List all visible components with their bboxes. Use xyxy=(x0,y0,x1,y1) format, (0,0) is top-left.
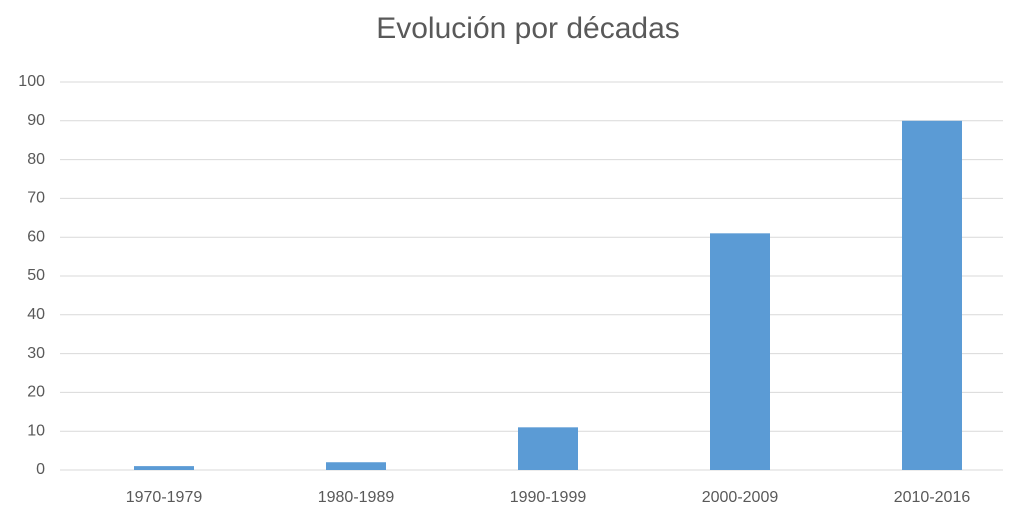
x-tick-label: 2000-2009 xyxy=(702,489,779,506)
y-tick-label: 40 xyxy=(27,306,45,323)
bar xyxy=(902,120,962,471)
bar xyxy=(518,427,578,470)
y-tick-label: 80 xyxy=(27,151,45,168)
x-tick-label: 1980-1989 xyxy=(318,489,395,506)
y-tick-label: 70 xyxy=(27,190,45,207)
y-tick-label: 20 xyxy=(27,384,45,401)
y-tick-label: 10 xyxy=(27,422,45,439)
y-tick-label: 50 xyxy=(27,267,45,284)
bar xyxy=(134,466,194,470)
x-tick-label: 1990-1999 xyxy=(510,489,587,506)
x-tick-label: 2010-2016 xyxy=(894,489,971,506)
bar xyxy=(710,233,770,470)
y-tick-label: 90 xyxy=(27,112,45,129)
x-tick-label: 1970-1979 xyxy=(126,489,203,506)
y-tick-label: 60 xyxy=(27,228,45,245)
bar xyxy=(326,462,386,470)
y-tick-label: 0 xyxy=(36,461,45,478)
y-tick-label: 30 xyxy=(27,345,45,362)
y-tick-label: 100 xyxy=(18,73,45,90)
chart-title: Evolución por décadas xyxy=(376,12,680,45)
